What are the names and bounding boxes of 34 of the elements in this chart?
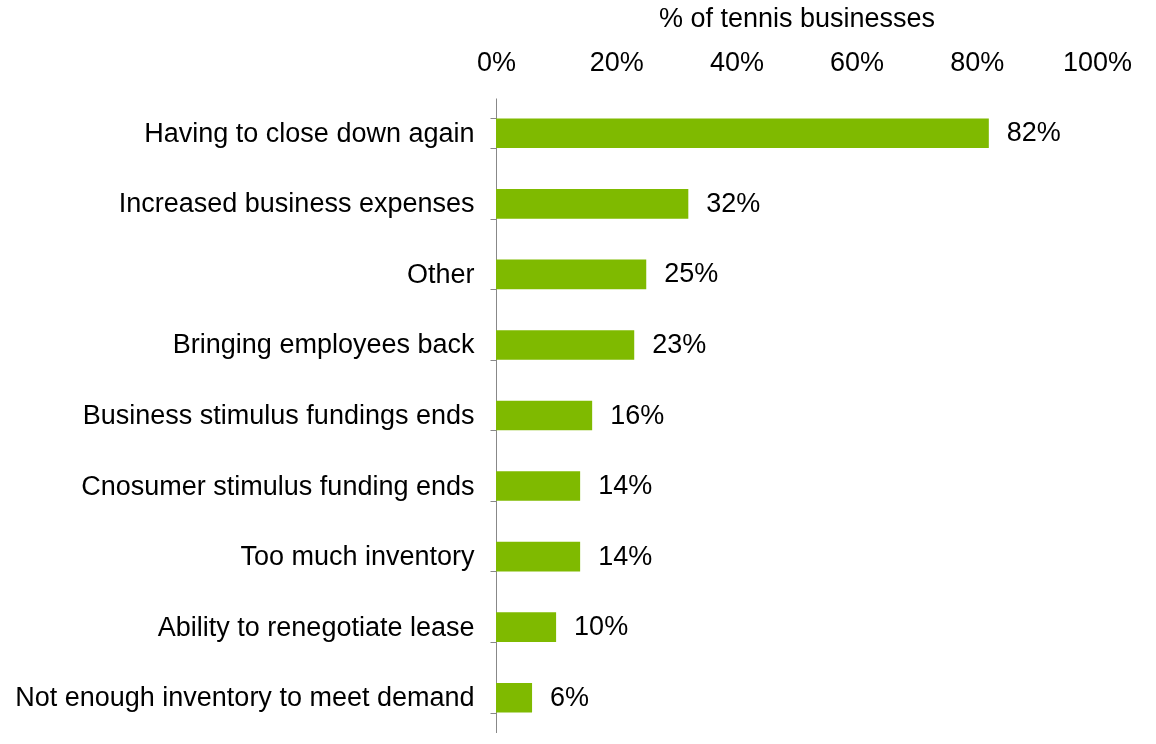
x-tick-label: 100% (1062, 46, 1133, 77)
bar (496, 118, 989, 149)
bar (496, 682, 533, 713)
x-tick-label: 40% (709, 46, 764, 77)
x-axis-title: % of tennis businesses (658, 2, 936, 33)
data-label: 16% (610, 399, 665, 430)
y-tick-label: Having to close down again (144, 117, 475, 148)
data-label: 14% (598, 540, 653, 571)
bar (496, 541, 581, 572)
x-tick-label: 0% (476, 46, 517, 77)
data-label: 32% (706, 187, 761, 218)
y-tick-label: Business stimulus fundings ends (82, 400, 475, 430)
y-tick-label: Not enough inventory to meet demand (15, 682, 475, 713)
x-tick-label: 20% (589, 46, 644, 77)
y-tick-label: Cnosumer stimulus funding ends (81, 470, 475, 501)
x-tick-label: 60% (830, 46, 885, 77)
x-tick-label: 80% (950, 46, 1005, 77)
bar (496, 259, 647, 290)
data-label: 25% (664, 258, 719, 289)
y-tick-label: Increased business expenses (118, 188, 475, 219)
data-label: 10% (574, 611, 629, 642)
bar (496, 612, 557, 642)
y-tick-label: Other (406, 258, 475, 289)
data-label: 6% (550, 681, 590, 712)
data-label: 82% (1006, 117, 1061, 148)
y-tick-label: Too much inventory (240, 541, 475, 572)
data-label: 14% (598, 470, 653, 501)
bar (496, 400, 593, 431)
bar (496, 330, 635, 360)
y-tick-label: Bringing employees back (172, 329, 475, 360)
data-label: 23% (652, 328, 707, 359)
bar (496, 471, 581, 501)
bar (496, 189, 689, 219)
y-tick-label: Ability to renegotiate lease (157, 611, 475, 642)
